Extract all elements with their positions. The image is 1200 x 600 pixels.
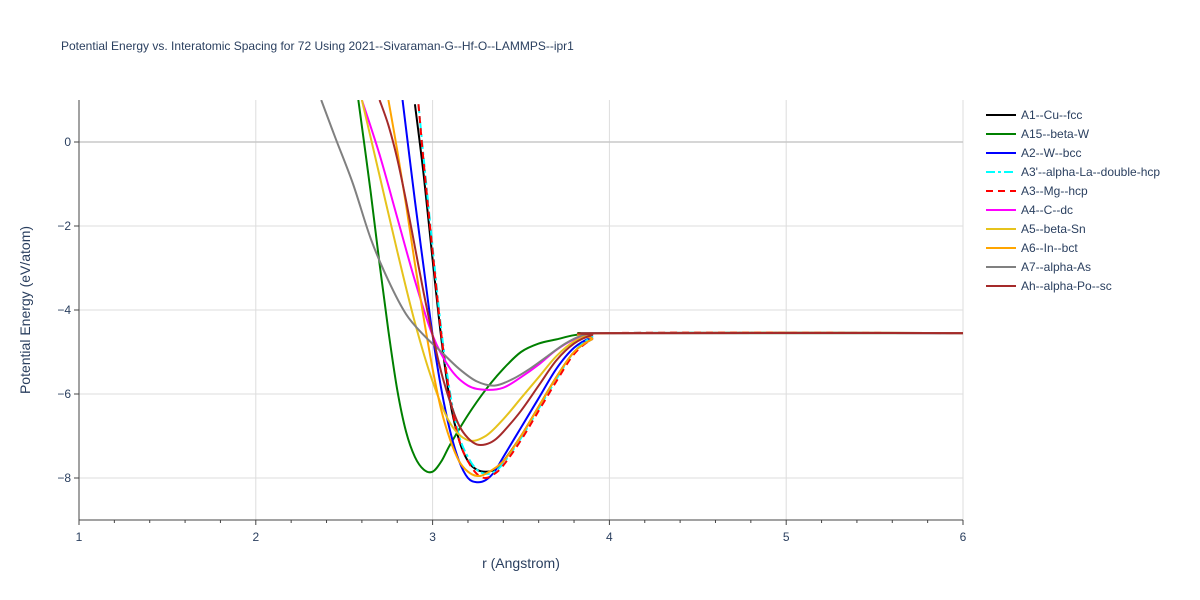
x-tick-label: 2 <box>252 530 259 544</box>
legend-item[interactable]: Ah--alpha-Po--sc <box>986 279 1112 293</box>
y-tick-label: −8 <box>57 471 71 485</box>
legend-label: A1--Cu--fcc <box>1021 108 1082 122</box>
legend-label: A5--beta-Sn <box>1021 222 1086 236</box>
grid <box>79 100 964 520</box>
legend-item[interactable]: A3'--alpha-La--double-hcp <box>986 165 1160 179</box>
legend-item[interactable]: A6--In--bct <box>986 241 1078 255</box>
y-axis-title: Potential Energy (eV/atom) <box>17 226 33 394</box>
x-axis-title: r (Angstrom) <box>482 555 560 571</box>
x-tick-label: 1 <box>76 530 83 544</box>
legend-label: A7--alpha-As <box>1021 260 1091 274</box>
y-tick-label: 0 <box>64 135 71 149</box>
legend-label: A4--C--dc <box>1021 203 1073 217</box>
legend-item[interactable]: A2--W--bcc <box>986 146 1081 160</box>
x-tick-label: 6 <box>960 530 967 544</box>
y-tick-label: −4 <box>57 303 71 317</box>
legend[interactable]: A1--Cu--fcc A15--beta-W A2--W--bcc A3'--alp… <box>986 108 1160 293</box>
x-tick-label: 5 <box>783 530 790 544</box>
legend-item[interactable]: A4--C--dc <box>986 203 1073 217</box>
legend-label: A3'--alpha-La--double-hcp <box>1021 165 1160 179</box>
y-tick-label: −2 <box>57 219 71 233</box>
legend-item[interactable]: A1--Cu--fcc <box>986 108 1082 122</box>
legend-label: A15--beta-W <box>1021 127 1090 141</box>
legend-item[interactable]: A3--Mg--hcp <box>986 184 1088 198</box>
y-tick-label: −6 <box>57 387 71 401</box>
legend-item[interactable]: A15--beta-W <box>986 127 1090 141</box>
chart-title: Potential Energy vs. Interatomic Spacing… <box>61 39 574 53</box>
tick-labels: 1 2 3 4 5 6 0 −2 −4 −6 −8 <box>57 135 966 544</box>
legend-item[interactable]: A5--beta-Sn <box>986 222 1086 236</box>
series-line-9 <box>378 100 963 447</box>
series-line-7 <box>387 100 963 478</box>
series-lines <box>320 100 963 484</box>
x-tick-label: 4 <box>606 530 613 544</box>
legend-label: A2--W--bcc <box>1021 146 1081 160</box>
legend-label: Ah--alpha-Po--sc <box>1021 279 1112 293</box>
x-tick-label: 3 <box>429 530 436 544</box>
legend-item[interactable]: A7--alpha-As <box>986 260 1091 274</box>
legend-label: A3--Mg--hcp <box>1021 184 1088 198</box>
legend-label: A6--In--bct <box>1021 241 1078 255</box>
